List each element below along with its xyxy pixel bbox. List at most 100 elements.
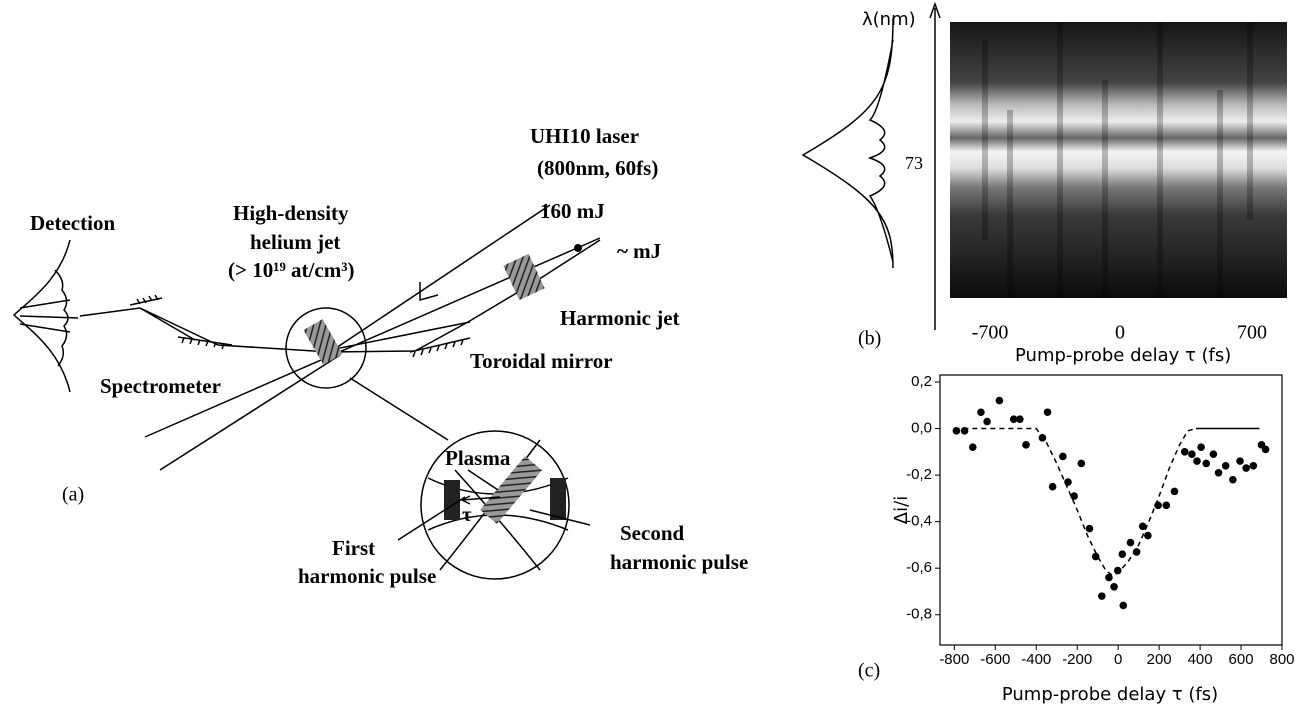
data-point [995,396,1004,405]
wavelength-axis [929,1,941,330]
data-point [1249,461,1258,470]
panel-label: (a) [62,484,84,506]
x-tick-label: -400 [1021,651,1051,668]
data-point [1043,408,1052,417]
data-point [1077,459,1086,468]
second-pulse-label: harmonic pulse [610,550,748,574]
y-tick-label: 73 [905,153,923,173]
helium-jet-shape [303,319,343,365]
jet-label: helium jet [250,230,340,254]
data-point [1009,415,1018,424]
fit-line [954,427,1197,577]
data-point [1091,552,1100,561]
data-point [1242,464,1250,472]
spectrometer-label: Spectrometer [100,374,221,398]
data-point [1154,501,1162,510]
y-tick-label: -0,6 [906,559,932,576]
setup-labels: UHI10 laser (800nm, 60fs) 160 mJ ~ mJ De… [30,124,748,588]
data-point [1202,459,1211,468]
data-point [968,443,977,451]
data-point [1016,415,1024,424]
x-axis-label: Pump-probe delay τ (fs) [1002,684,1218,705]
detection-label: Detection [30,211,115,235]
x-tick-label: -700 [972,322,1009,344]
image-texture [982,22,1253,298]
data-point [1126,538,1135,547]
pump-energy: 160 mJ [540,199,605,223]
data-point [1110,583,1118,591]
x-tick-label: -200 [1062,651,1092,668]
data-point [1059,452,1067,461]
data-point [1132,548,1141,556]
x-tick-label: -800 [939,651,969,668]
data-point [1193,457,1201,465]
second-pulse-label: Second [620,521,685,545]
data-point [1038,434,1047,442]
tau-arrow [460,495,501,505]
data-point [1118,550,1127,559]
x-tick-label: 700 [1237,322,1267,344]
data-point [1048,482,1057,491]
detection-spectrum [12,239,79,393]
zoom-line [349,377,449,441]
data-point [1113,566,1122,575]
data-point [1229,475,1237,484]
panel-label: (c) [858,660,880,682]
data-point [1170,487,1179,496]
spectrometer-grating [129,294,233,350]
plasma-label: Plasma [445,446,511,470]
spectrum-image-panel: λ(nm) 73 -700 0 700 (b) Pump-probe delay… [801,1,1287,366]
data-point [1180,448,1189,456]
plasma-shape [480,456,542,524]
polarization-mark [419,282,439,301]
second-pulse [550,478,566,520]
data-point [1221,461,1230,470]
probe-focus [574,244,582,252]
x-tick-label: 200 [1147,651,1172,668]
toroidal-mirror-shape [409,337,471,358]
plot-frame [939,374,1283,646]
y-tick-label: -0,4 [906,513,932,530]
x-tick-label: 600 [1229,651,1254,668]
x-tick-label: 800 [1269,651,1294,668]
y-tick-label: -0,2 [906,466,932,483]
panel-label: (b) [858,328,881,350]
data-point [1261,445,1270,454]
x-tick-label: 400 [1188,651,1213,668]
data-point [1064,478,1072,486]
data-point [1144,531,1152,540]
data-point [1236,457,1244,465]
x-axis-label: Pump-probe delay τ (fs) [1015,345,1231,366]
laser-params: (800nm, 60fs) [537,156,658,180]
data-point [1197,443,1205,451]
data-point [977,408,985,417]
data-point [1097,592,1106,600]
interaction-circle [285,307,367,389]
data-point [1162,501,1171,510]
first-pulse-label: First [332,536,375,560]
y-tick-label: 0,2 [911,373,932,390]
scatter-chart: (c) Pump-probe delay τ (fs) Δi/i -800 -60… [858,373,1295,705]
setup-drawing [12,204,601,580]
y-tick-label: -0,8 [906,606,932,623]
harmonic-profile [801,17,894,269]
data-point [1214,468,1223,477]
tau-label: τ [462,502,472,526]
spectrum-image [950,22,1287,298]
data-point [1085,524,1094,533]
laser-label: UHI10 laser [530,124,639,148]
data-point [952,427,961,435]
y-axis-label: λ(nm) [862,9,916,30]
data-point [1138,522,1147,531]
beam-path [79,204,601,471]
probe-energy: ~ mJ [617,239,661,263]
y-tick-label: 0,0 [911,420,932,437]
first-pulse-label: harmonic pulse [298,564,436,588]
jet-label: (> 10¹⁹ at/cm³) [228,258,354,282]
data-point [983,417,991,426]
data-point [960,427,969,435]
first-pulse [444,480,460,520]
data-point [1119,601,1128,610]
